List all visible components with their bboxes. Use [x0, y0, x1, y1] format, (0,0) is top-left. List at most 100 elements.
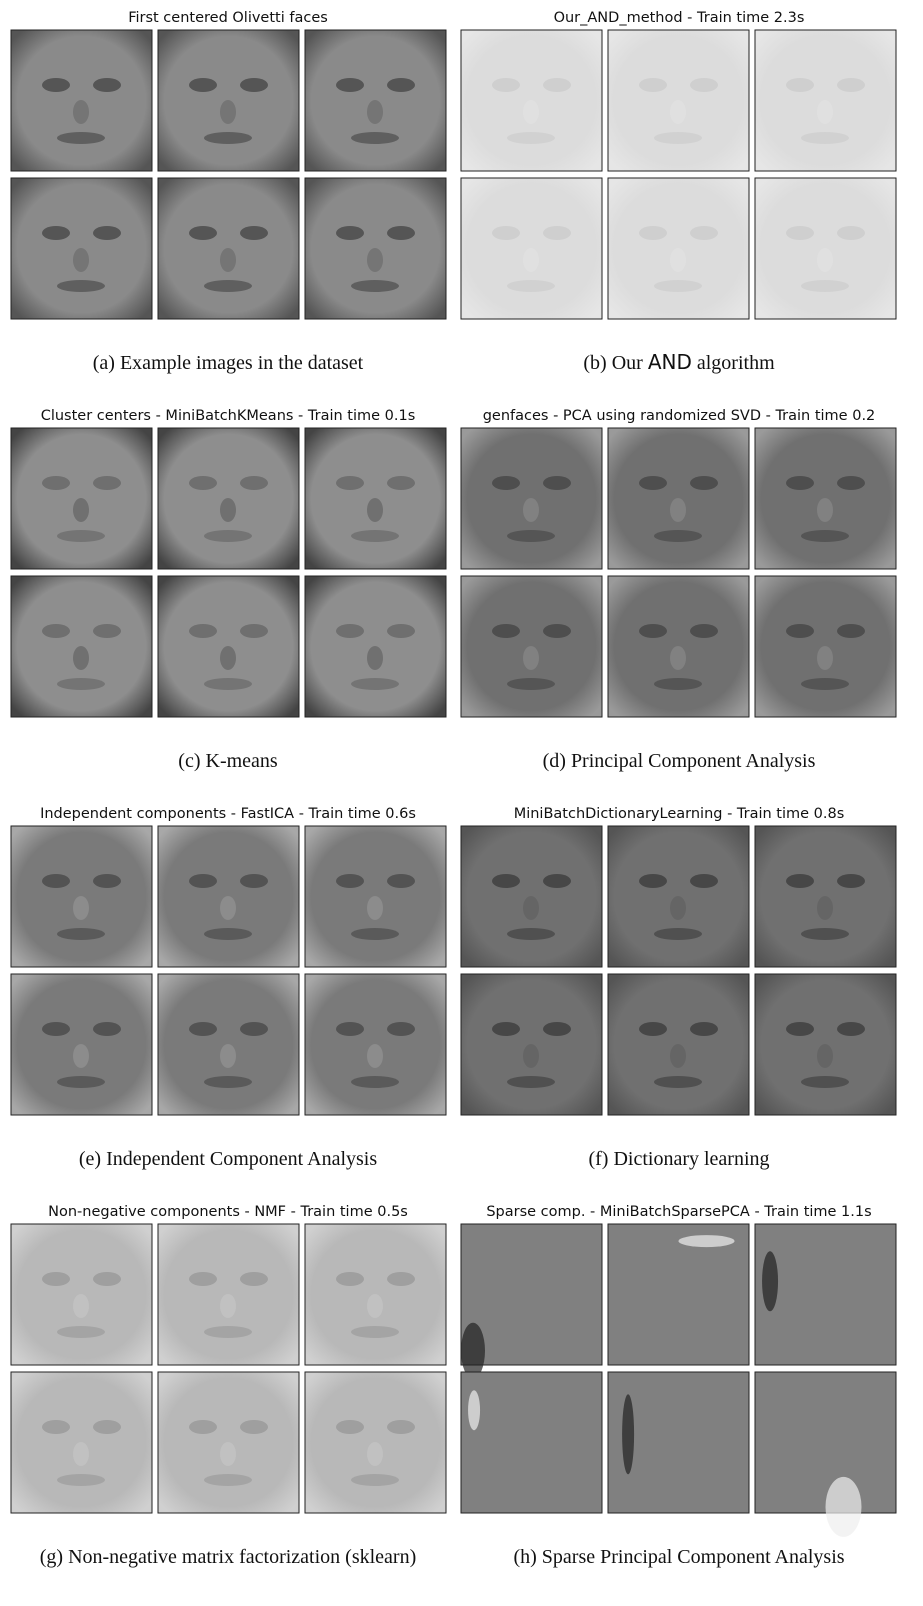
- face-eye: [93, 1420, 121, 1434]
- face-eye: [42, 1272, 70, 1286]
- face-mouth: [801, 280, 849, 292]
- face-mouth: [801, 132, 849, 144]
- face-eye: [42, 1420, 70, 1434]
- face-mouth: [57, 1474, 105, 1486]
- face-eye: [543, 476, 571, 490]
- caption-label: (h): [513, 1546, 536, 1568]
- face-eye: [42, 78, 70, 92]
- face-nose: [670, 248, 686, 272]
- face-nose: [817, 1044, 833, 1068]
- caption-text: Independent Component Analysis: [106, 1148, 377, 1170]
- face-mouth: [654, 678, 702, 690]
- face-eye: [543, 624, 571, 638]
- face-eye: [387, 1420, 415, 1434]
- face-image: [607, 825, 750, 968]
- caption-text-sans: AND: [648, 350, 692, 374]
- face-mouth: [57, 928, 105, 940]
- panel-title: Independent components - FastICA - Train…: [40, 806, 416, 822]
- face-nose: [367, 100, 383, 124]
- caption-text: Dictionary learning: [613, 1148, 769, 1170]
- face-image: [460, 973, 603, 1116]
- caption-text: Example images in the dataset: [120, 352, 364, 374]
- face-image: [10, 177, 153, 320]
- face-eye: [240, 1022, 268, 1036]
- caption-text: Our: [612, 352, 643, 374]
- face-image: [607, 575, 750, 718]
- face-spot: [461, 1322, 485, 1379]
- face-eye: [93, 226, 121, 240]
- face-eye: [336, 1420, 364, 1434]
- face-image: [754, 177, 897, 320]
- panel-caption: (c) K-means: [178, 750, 278, 772]
- face-nose: [220, 248, 236, 272]
- face-nose: [220, 1442, 236, 1466]
- face-image: [10, 1371, 153, 1514]
- panel-caption: (e) Independent Component Analysis: [79, 1148, 377, 1170]
- face-image: [304, 575, 447, 718]
- face-nose: [367, 646, 383, 670]
- face-image: [754, 29, 897, 172]
- face-eye: [240, 624, 268, 638]
- face-mouth: [57, 1076, 105, 1088]
- face-nose: [73, 1294, 89, 1318]
- face-mouth: [654, 928, 702, 940]
- face-mouth: [507, 280, 555, 292]
- face-mouth: [507, 678, 555, 690]
- panel-title: MiniBatchDictionaryLearning - Train time…: [514, 806, 845, 822]
- face-eye: [639, 1022, 667, 1036]
- face-eye: [387, 226, 415, 240]
- face-nose: [523, 1044, 539, 1068]
- face-eye: [189, 1272, 217, 1286]
- face-mouth: [204, 928, 252, 940]
- face-image: [304, 1223, 447, 1366]
- face-eye: [690, 476, 718, 490]
- face-mouth: [351, 1326, 399, 1338]
- face-eye: [240, 226, 268, 240]
- panel: Independent components - FastICA - Train…: [10, 806, 447, 1170]
- panel: MiniBatchDictionaryLearning - Train time…: [460, 806, 897, 1170]
- face-eye: [543, 78, 571, 92]
- face-nose: [523, 100, 539, 124]
- face-image: [754, 1223, 897, 1366]
- face-mouth: [507, 132, 555, 144]
- face-image: [304, 29, 447, 172]
- panel-caption: (f) Dictionary learning: [588, 1148, 769, 1170]
- face-image: [754, 575, 897, 718]
- face-nose: [220, 498, 236, 522]
- panel-title: Cluster centers - MiniBatchKMeans - Trai…: [41, 408, 416, 424]
- face-mouth: [351, 530, 399, 542]
- face-eye: [786, 1022, 814, 1036]
- face-nose: [73, 646, 89, 670]
- face-eye: [93, 624, 121, 638]
- face-eye: [387, 1022, 415, 1036]
- face-image: [157, 427, 300, 570]
- face-nose: [670, 896, 686, 920]
- face-eye: [336, 874, 364, 888]
- caption-label: (g): [40, 1546, 63, 1568]
- face-eye: [837, 624, 865, 638]
- face-eye: [690, 1022, 718, 1036]
- face-image: [460, 1223, 603, 1366]
- face-nose: [220, 646, 236, 670]
- face-eye: [93, 78, 121, 92]
- caption-text: Sparse Principal Component Analysis: [542, 1546, 845, 1568]
- face-eye: [492, 78, 520, 92]
- face-eye: [492, 624, 520, 638]
- face-eye: [387, 1272, 415, 1286]
- face-eye: [336, 476, 364, 490]
- face-spot: [622, 1394, 635, 1475]
- face-nose: [73, 498, 89, 522]
- face-eye: [837, 874, 865, 888]
- face-nose: [220, 100, 236, 124]
- face-mouth: [351, 280, 399, 292]
- face-eye: [786, 874, 814, 888]
- face-mouth: [654, 132, 702, 144]
- face-nose: [73, 896, 89, 920]
- face-nose: [73, 100, 89, 124]
- face-eye: [189, 476, 217, 490]
- panel-caption: (h) Sparse Principal Component Analysis: [513, 1546, 844, 1568]
- panel: Our_AND_method - Train time 2.3s (b) Our …: [460, 10, 897, 374]
- face-spot: [762, 1251, 779, 1312]
- face-image: [10, 575, 153, 718]
- face-mouth: [507, 1076, 555, 1088]
